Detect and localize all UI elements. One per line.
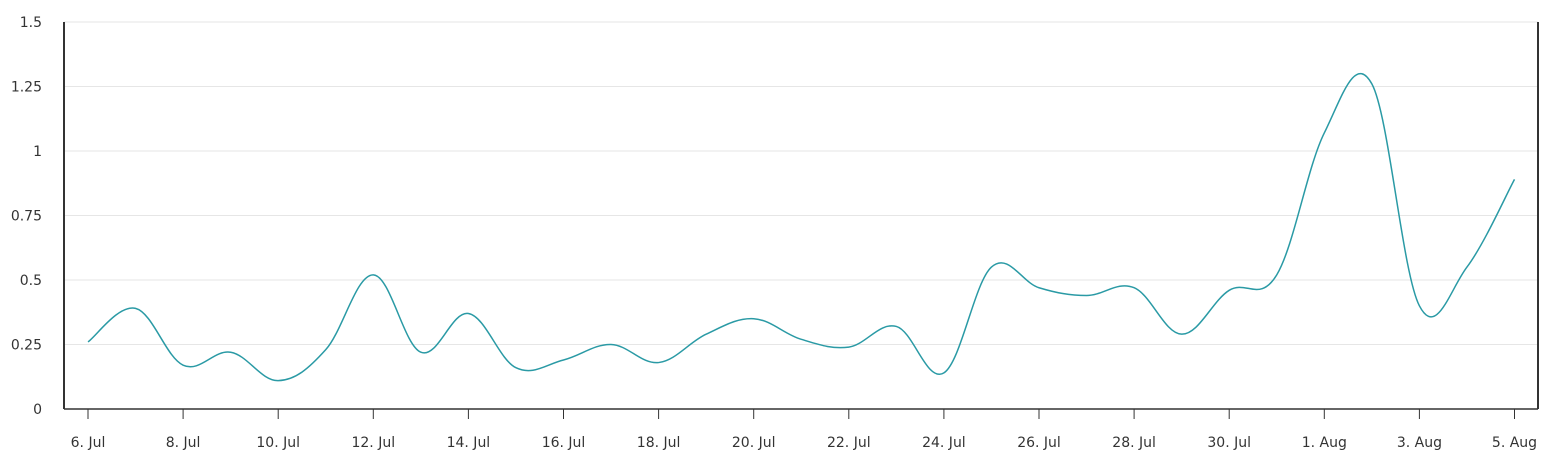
data-point[interactable]: [1511, 175, 1519, 183]
data-point[interactable]: [1463, 263, 1471, 271]
data-point[interactable]: [560, 356, 568, 364]
data-point[interactable]: [1273, 271, 1281, 279]
data-point[interactable]: [179, 361, 187, 369]
grid-lines: [64, 21, 1538, 345]
x-tick-label: 26. Jul: [1017, 435, 1061, 451]
y-tick-label: 0.75: [11, 209, 42, 225]
data-point[interactable]: [84, 338, 92, 346]
y-tick-label: 1.5: [20, 15, 42, 31]
x-tick-label: 1. Aug: [1302, 435, 1347, 451]
y-axis: 0 0.25 0.5 0.75 1 1.25 1.5: [11, 15, 1539, 418]
data-point[interactable]: [322, 346, 330, 354]
data-point[interactable]: [1035, 284, 1043, 292]
data-point[interactable]: [1178, 330, 1186, 338]
series-layer: [84, 72, 1519, 385]
data-point[interactable]: [1130, 284, 1138, 292]
x-tick-label: 18. Jul: [637, 435, 681, 451]
x-tick-label: 5. Aug: [1492, 435, 1537, 451]
x-tick-label: 16. Jul: [542, 435, 586, 451]
x-tick-label: 12. Jul: [351, 435, 395, 451]
x-tick-label: 3. Aug: [1397, 435, 1442, 451]
x-tick-label: 22. Jul: [827, 435, 871, 451]
data-point[interactable]: [464, 310, 472, 318]
x-tick-label: 8. Jul: [166, 435, 201, 451]
data-point[interactable]: [369, 271, 377, 279]
data-point[interactable]: [750, 315, 758, 323]
data-point[interactable]: [512, 364, 520, 372]
data-point[interactable]: [417, 348, 425, 356]
x-tick-label: 10. Jul: [256, 435, 300, 451]
data-point[interactable]: [940, 369, 948, 377]
y-tick-label: 1: [33, 144, 42, 160]
data-point[interactable]: [1320, 129, 1328, 137]
data-point[interactable]: [892, 322, 900, 330]
data-point[interactable]: [987, 263, 995, 271]
data-point[interactable]: [1415, 302, 1423, 310]
x-tick-label: 20. Jul: [732, 435, 776, 451]
data-point[interactable]: [702, 330, 710, 338]
data-point[interactable]: [1368, 80, 1376, 88]
data-point[interactable]: [274, 377, 282, 385]
series-line-0[interactable]: [87, 72, 1516, 382]
data-point[interactable]: [797, 335, 805, 343]
data-point[interactable]: [655, 359, 663, 367]
y-tick-label: 0.5: [20, 273, 42, 289]
x-tick-label: 6. Jul: [71, 435, 106, 451]
y-tick-label: 0: [33, 402, 42, 418]
data-point[interactable]: [132, 304, 140, 312]
data-point[interactable]: [227, 348, 235, 356]
data-point[interactable]: [1083, 291, 1091, 299]
data-point[interactable]: [1225, 286, 1233, 294]
data-point[interactable]: [607, 341, 615, 349]
x-tick-label: 24. Jul: [922, 435, 966, 451]
y-tick-label: 1.25: [11, 80, 42, 96]
x-axis: 6. Jul 8. Jul 10. Jul 12. Jul 14. Jul 16. Jul…: [64, 408, 1538, 451]
x-tick-label: 14. Jul: [447, 435, 491, 451]
data-point[interactable]: [845, 343, 853, 351]
y-tick-label: 0.25: [11, 338, 42, 354]
x-tick-label: 28. Jul: [1112, 435, 1156, 451]
x-tick-label: 30. Jul: [1207, 435, 1251, 451]
